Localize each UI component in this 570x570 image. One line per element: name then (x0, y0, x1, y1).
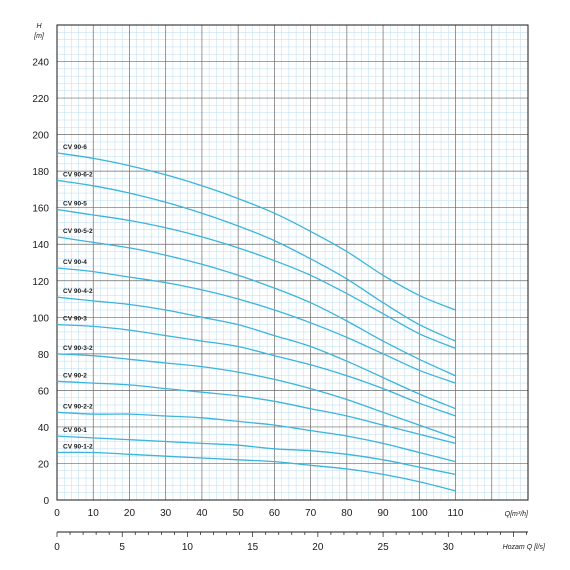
y-tick-label: 240 (32, 58, 49, 69)
series-label: CV 90-5-2 (63, 228, 93, 235)
x-axis-label: Q[m³/h] (505, 511, 529, 518)
y-tick-label: 20 (38, 459, 50, 470)
y-axis-unit: [m] (33, 33, 45, 40)
series-line (56, 435, 456, 476)
y-tick-label: 40 (38, 423, 50, 434)
secondary-x-tick-label: 10 (182, 542, 194, 553)
series-line (56, 323, 456, 417)
plot-frame (56, 24, 529, 501)
y-axis-ticks: 0 20 40 60 80 100 120 140 160 180 200 220 240 (32, 58, 49, 507)
secondary-x-tick-label: 15 (247, 542, 259, 553)
x-tick-label: 50 (233, 508, 245, 519)
secondary-x-tick-label: 30 (443, 542, 455, 553)
x-tick-label: 20 (124, 508, 136, 519)
series-line (56, 267, 456, 384)
y-tick-label: 220 (32, 94, 49, 105)
series-label: CV 90-1-2 (63, 444, 93, 451)
series-line (56, 152, 456, 311)
x-tick-label: 90 (378, 508, 390, 519)
series-line (56, 236, 456, 377)
secondary-x-tick-label: 5 (119, 542, 125, 553)
x-tick-label: 30 (160, 508, 172, 519)
minor-grid (57, 25, 528, 500)
series-label: CV 90-3-2 (63, 345, 93, 352)
series-label: CV 90-4 (63, 259, 87, 266)
series-line (56, 208, 456, 350)
major-grid (57, 25, 528, 500)
series-label: CV 90-4-2 (63, 288, 93, 295)
series-label: CV 90-3 (63, 316, 87, 323)
x-tick-label: 110 (448, 508, 464, 519)
y-tick-label: 60 (38, 386, 50, 397)
series-line (56, 353, 456, 439)
series-line (56, 411, 456, 463)
series-label: CV 90-2-2 (63, 403, 93, 410)
x-tick-label: 40 (196, 508, 208, 519)
y-axis-label: H (36, 23, 42, 30)
y-tick-label: 80 (38, 350, 50, 361)
y-tick-label: 160 (32, 204, 49, 215)
x-tick-label: 80 (341, 508, 353, 519)
x-tick-label: 100 (411, 508, 428, 519)
x-tick-label: 10 (88, 508, 100, 519)
series-label: CV 90-6-2 (63, 171, 93, 178)
secondary-x-tick-label: 0 (54, 542, 60, 553)
series-curves (56, 152, 456, 492)
secondary-x-tick-label: 20 (312, 542, 324, 553)
y-tick-label: 180 (32, 167, 49, 178)
series-label: CV 90-5 (63, 201, 87, 208)
series-line (56, 179, 456, 342)
series-labels: CV 90-6 CV 90-6-2 CV 90-5 CV 90-5-2 CV 90-4 C… (63, 144, 93, 451)
series-line (56, 380, 456, 445)
x-tick-label: 0 (54, 508, 60, 519)
secondary-x-axis-label: Hozam Q [l/s] (503, 544, 546, 551)
y-tick-label: 120 (32, 277, 49, 288)
series-label: CV 90-6 (63, 144, 87, 151)
x-tick-label: 60 (269, 508, 281, 519)
series-label: CV 90-1 (63, 427, 87, 434)
x-tick-label: 70 (305, 508, 317, 519)
y-tick-label: 140 (32, 240, 49, 251)
series-line (56, 451, 456, 492)
secondary-x-axis: 0 5 10 15 20 25 30 (54, 531, 528, 553)
series-line (56, 296, 456, 410)
y-tick-label: 200 (32, 131, 49, 142)
y-tick-label: 0 (43, 496, 49, 507)
x-axis-ticks: 0 10 20 30 40 50 60 70 80 90 100 110 (54, 508, 464, 519)
y-tick-label: 100 (32, 313, 49, 324)
series-label: CV 90-2 (63, 372, 87, 379)
secondary-x-tick-label: 25 (378, 542, 390, 553)
